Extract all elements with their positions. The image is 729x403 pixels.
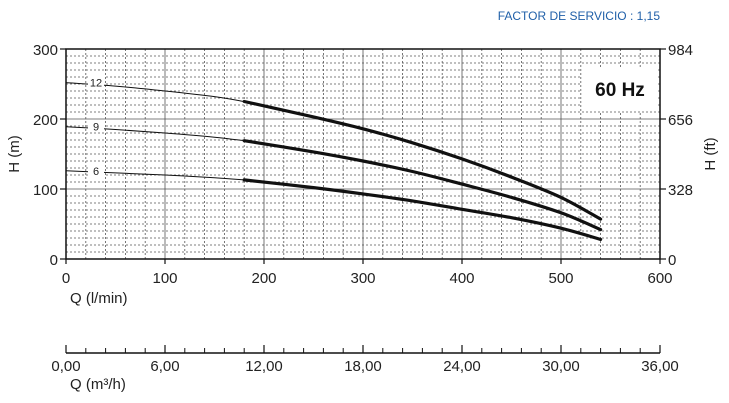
y-left-tick-label: 100 bbox=[33, 182, 58, 199]
curve-operating-12 bbox=[242, 99, 603, 221]
service-factor-label: FACTOR DE SERVICIO : 1,15 bbox=[498, 9, 661, 23]
curve-operating-9 bbox=[242, 139, 603, 232]
y-left-tick-label: 200 bbox=[33, 112, 58, 129]
curve-label-bg bbox=[88, 119, 104, 132]
x-tick-label: 0 bbox=[62, 270, 70, 287]
chart-grid bbox=[65, 48, 661, 260]
y-left-axis-title: H (m) bbox=[6, 135, 23, 173]
x-tick-label: 300 bbox=[350, 270, 375, 287]
curve-label-9: 9 bbox=[93, 122, 99, 134]
m3h-tick-label: 24,00 bbox=[443, 358, 481, 375]
y-left-tick-label: 0 bbox=[50, 252, 58, 269]
y-left-tick-label: 300 bbox=[33, 42, 58, 59]
frequency-label: 60 Hz bbox=[595, 80, 645, 101]
flow-m3h-axis: 0,00 6,00 12,00 18,00 24,00 30,00 36,00 Q (m³/h… bbox=[51, 345, 679, 393]
curve-label-6: 6 bbox=[93, 166, 99, 178]
curve-label-bg bbox=[88, 75, 104, 88]
chart-axes bbox=[60, 48, 666, 264]
m3h-tick-label: 0,00 bbox=[51, 358, 80, 375]
m3h-tick-label: 6,00 bbox=[150, 358, 179, 375]
m3h-axis-title: Q (m³/h) bbox=[70, 376, 126, 393]
y-right-tick-label: 328 bbox=[668, 182, 693, 199]
x-tick-label: 500 bbox=[548, 270, 573, 287]
curve-label-bg bbox=[88, 163, 104, 176]
x-tick-label: 100 bbox=[152, 270, 177, 287]
frequency-box bbox=[582, 67, 658, 111]
y-right-tick-label: 984 bbox=[668, 42, 693, 59]
x-tick-label: 400 bbox=[449, 270, 474, 287]
y-right-tick-label: 0 bbox=[668, 252, 676, 269]
chart-labels: 0 100 200 300 400 500 60001002003000328656984Q… bbox=[6, 42, 719, 307]
x-axis-title: Q (l/min) bbox=[70, 290, 128, 307]
m3h-tick-label: 30,00 bbox=[542, 358, 580, 375]
m3h-tick-label: 36,00 bbox=[641, 358, 679, 375]
x-tick-label: 200 bbox=[251, 270, 276, 287]
y-right-axis-title: H (ft) bbox=[702, 137, 719, 170]
curve-operating-6 bbox=[242, 178, 603, 241]
y-right-tick-label: 656 bbox=[668, 112, 693, 129]
m3h-tick-label: 18,00 bbox=[344, 358, 382, 375]
x-tick-label: 600 bbox=[647, 270, 672, 287]
curve-label-12: 12 bbox=[90, 78, 102, 90]
m3h-tick-label: 12,00 bbox=[245, 358, 283, 375]
